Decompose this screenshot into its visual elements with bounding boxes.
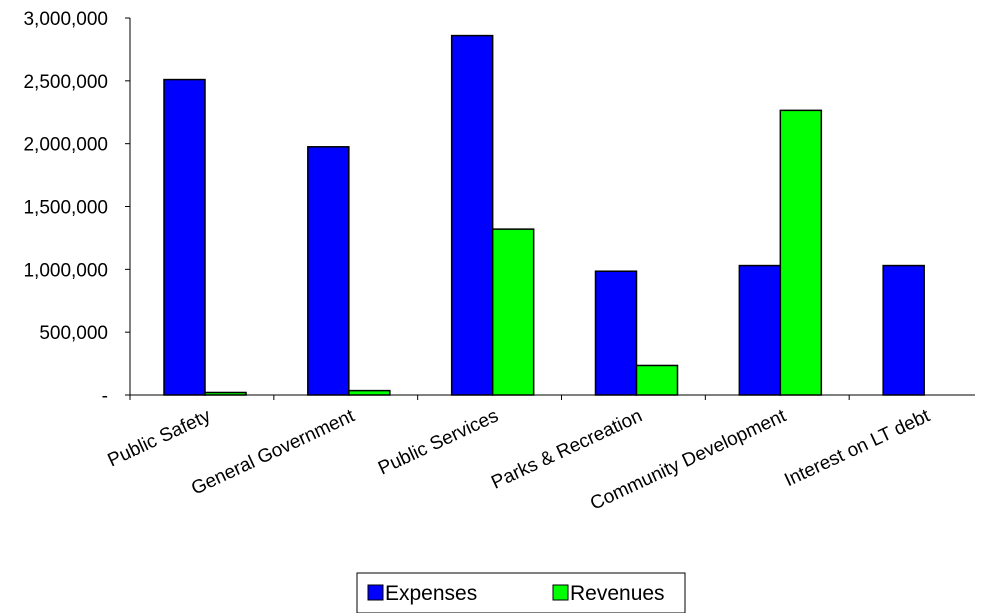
bar-expenses-1 <box>308 147 349 395</box>
bar-expenses-5 <box>883 266 924 395</box>
y-tick-label-2: 1,000,000 <box>23 260 108 281</box>
y-tick-label-5: 2,500,000 <box>23 72 108 93</box>
bar-revenues-4 <box>780 110 821 395</box>
legend: Expenses Revenues <box>357 573 685 613</box>
x-tick-label-0: Public Safety <box>105 405 215 471</box>
x-tick-label-5: Interest on LT debt <box>781 405 933 491</box>
bar-revenues-3 <box>637 365 678 395</box>
y-tick-label-3: 1,500,000 <box>23 198 108 219</box>
bar-expenses-4 <box>739 266 780 395</box>
x-tick-label-1: General Government <box>188 405 358 499</box>
bar-revenues-2 <box>493 229 534 395</box>
y-tick-label-0: - <box>102 386 108 407</box>
bar-revenues-1 <box>349 391 390 395</box>
y-tick-label-1: 500,000 <box>39 323 108 344</box>
bar-expenses-3 <box>596 271 637 395</box>
legend-label-revenues: Revenues <box>570 582 665 605</box>
legend-swatch-expenses <box>368 585 383 600</box>
legend-swatch-revenues <box>553 585 568 600</box>
bar-expenses-2 <box>452 36 493 395</box>
plot-area: - 500,000 1,000,000 1,500,000 2,000,000 2,500… <box>23 9 982 515</box>
legend-label-expenses: Expenses <box>385 582 477 605</box>
y-tick-label-4: 2,000,000 <box>23 135 108 156</box>
bar-expenses-0 <box>164 80 205 395</box>
y-tick-label-6: 3,000,000 <box>23 9 108 30</box>
x-tick-label-2: Public Services <box>375 405 502 479</box>
